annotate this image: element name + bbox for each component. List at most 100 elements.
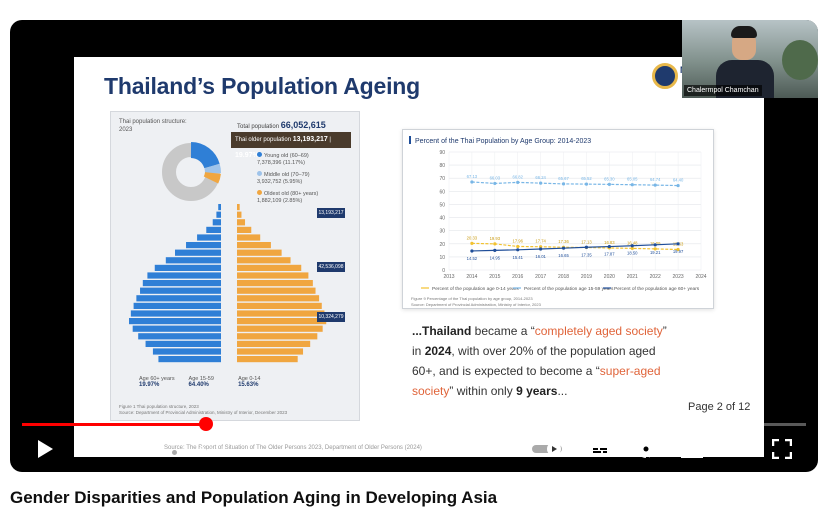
fullscreen-icon	[772, 439, 792, 459]
progress-played[interactable]	[22, 423, 207, 426]
text-thailand: ...Thailand	[412, 324, 472, 338]
pyramid-bar-female	[237, 219, 246, 226]
data-point	[561, 182, 566, 186]
pyramid-bar-female	[237, 318, 327, 325]
caption-line-1: Thai population structure:	[119, 119, 187, 125]
older-label: Thai older population	[235, 137, 292, 143]
data-label: 17.96	[512, 238, 523, 243]
data-point	[630, 183, 634, 187]
data-label: 17.35	[581, 252, 592, 257]
pyramid-bar-male	[212, 219, 221, 226]
older-pct: 19.97%	[235, 152, 259, 159]
slide-page-number: Page 2 of 12	[688, 401, 751, 413]
badge-young: 10,324,279	[317, 312, 345, 322]
text-part: , with over 20% of the population aged	[451, 344, 656, 358]
data-point	[493, 242, 497, 246]
badge-older: 13,193,217	[317, 208, 345, 218]
progress-bar[interactable]	[22, 423, 806, 426]
total-value: 66,052,615	[280, 120, 326, 130]
next-button[interactable]	[80, 438, 102, 460]
legend-oldest-old: Oldest old (80+ years) 1,882,109 (2.85%)	[257, 190, 318, 205]
x-tick-label: 2019	[581, 274, 592, 280]
stat-value: 64.40%	[188, 382, 209, 388]
pyramid-bar-male	[154, 264, 221, 271]
pyramid-bar-male	[175, 249, 221, 256]
live-dot	[172, 450, 177, 456]
y-tick-label: 20	[439, 242, 445, 248]
legend-value: 3,932,752 (5.95%)	[257, 179, 303, 185]
data-label: 16.01	[535, 254, 546, 259]
video-player[interactable]: Thailand’s Population Ageing M Thai popu…	[10, 20, 818, 472]
play-button[interactable]	[34, 438, 56, 460]
stat-value: 15.63%	[238, 382, 259, 388]
total-label: Total population	[237, 124, 280, 130]
pyramid-bar-male	[147, 272, 221, 279]
data-label: 17.36	[558, 239, 569, 244]
text-part: ” within only	[449, 384, 517, 398]
pyramid-bar-male	[152, 348, 221, 355]
infographic-figure-caption: Figure 1 Thai population structure, 2023…	[119, 404, 287, 416]
chart-title-marker	[409, 136, 411, 144]
y-tick-label: 90	[439, 150, 445, 156]
progress-scrubber[interactable]	[199, 417, 214, 431]
chart-title: Percent of the Thai Population by Age Gr…	[415, 138, 591, 145]
pyramid-bar-male	[140, 287, 221, 294]
slide-body-text: ...Thailand became a “completely aged so…	[412, 321, 732, 401]
y-tick-label: 0	[442, 268, 445, 274]
data-label: 16.65	[558, 253, 569, 258]
total-population: Total population 66,052,615	[237, 120, 326, 130]
legend-label: Percent of the population age 0-14 years	[432, 286, 519, 292]
theater-mode-button[interactable]	[724, 438, 750, 460]
slide-source: Source: The Report of Situation of The O…	[164, 445, 422, 451]
x-tick-label: 2018	[558, 274, 569, 280]
pyramid-bar-female	[237, 310, 325, 317]
pyramid-bar-female	[237, 295, 320, 302]
age-group-line-chart: Percent of the Thai Population by Age Gr…	[402, 129, 714, 309]
data-point	[653, 243, 657, 247]
miniplayer-button[interactable]	[680, 438, 704, 460]
data-label: 65.52	[581, 176, 592, 181]
autoplay-toggle[interactable]	[530, 438, 566, 460]
pyramid-bar-female	[237, 280, 313, 287]
x-tick-label: 2023	[673, 274, 684, 280]
volume-button[interactable]	[126, 438, 152, 460]
donut-young-old	[190, 142, 220, 169]
pyramid-bar-male	[138, 333, 221, 340]
settings-button[interactable]	[634, 438, 658, 460]
play-icon	[38, 440, 53, 458]
presentation-slide: Thailand’s Population Ageing M Thai popu…	[74, 57, 764, 457]
slide-title: Thailand’s Population Ageing	[104, 73, 420, 99]
zoom-watermark: zoom	[710, 424, 757, 444]
series-line	[471, 242, 679, 251]
data-point	[493, 181, 497, 186]
text-completely-aged: completely aged society	[534, 324, 663, 338]
pyramid-bar-female	[237, 340, 311, 347]
older-value: 13,193,217	[292, 136, 328, 143]
text-part: 60+, and is expected to become a “	[412, 364, 600, 378]
y-tick-label: 70	[439, 176, 445, 182]
pyramid-bar-female	[237, 333, 318, 340]
data-label: 20.33	[467, 235, 478, 240]
fig-caption: Figure 1 Thai population structure, 2023	[119, 404, 199, 409]
older-population-box: Thai older population 13,193,217 | 19.97…	[231, 132, 351, 159]
subtitles-button[interactable]	[588, 438, 612, 460]
data-point	[470, 249, 474, 253]
text-part: in	[412, 344, 425, 358]
stat-label: Age 0-14	[238, 376, 261, 382]
badge-working: 42,536,098	[317, 262, 345, 272]
data-point	[470, 241, 474, 245]
data-point	[607, 244, 611, 249]
pyramid-bar-female	[237, 204, 240, 211]
pyramid-bar-male	[165, 257, 221, 264]
data-point	[676, 183, 680, 188]
fullscreen-button[interactable]	[770, 438, 794, 460]
video-title: Gender Disparities and Population Aging …	[10, 488, 498, 507]
data-point	[653, 183, 657, 187]
data-label: 19.93	[490, 236, 501, 241]
live-indicator[interactable]: ไลฟ์สด	[172, 443, 220, 462]
donut-oldest-old	[203, 171, 221, 184]
data-point	[470, 180, 474, 184]
x-tick-label: 2016	[512, 274, 523, 280]
data-point	[584, 245, 589, 249]
data-label: 65.67	[558, 176, 569, 181]
